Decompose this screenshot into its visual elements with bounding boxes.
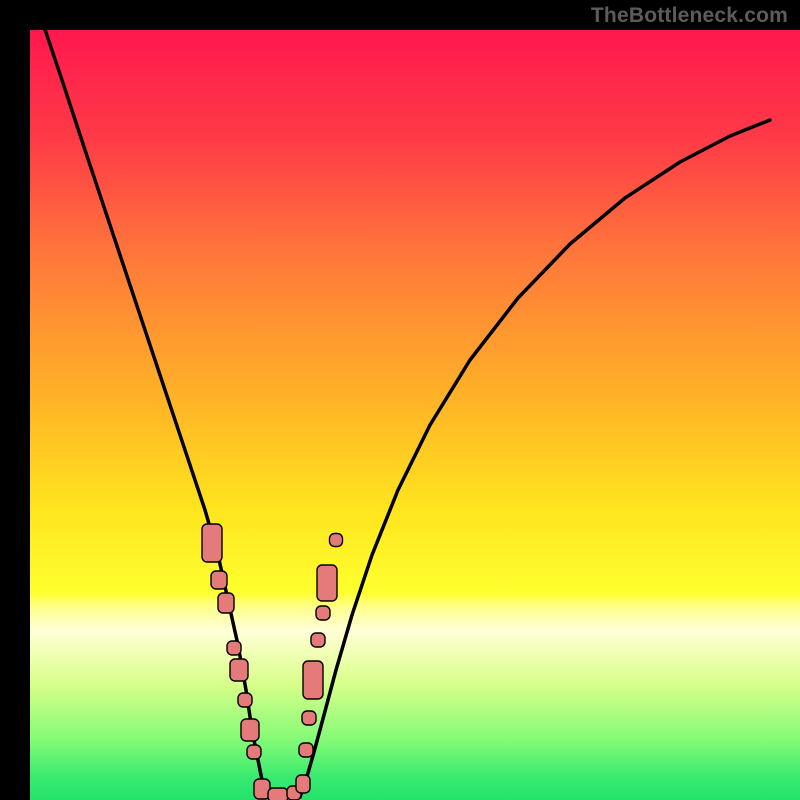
data-marker — [241, 719, 259, 741]
marker-group — [202, 524, 343, 800]
data-marker — [311, 633, 325, 647]
data-marker — [268, 788, 288, 800]
data-marker — [230, 659, 248, 681]
data-marker — [202, 524, 222, 562]
data-marker — [238, 693, 252, 707]
data-marker — [299, 743, 313, 757]
data-marker — [211, 571, 227, 589]
data-marker — [330, 534, 343, 547]
data-marker — [296, 775, 310, 793]
data-marker — [303, 661, 323, 699]
v-curve-left — [37, 30, 268, 797]
data-marker — [227, 641, 241, 655]
data-marker — [247, 745, 261, 759]
curve-layer — [30, 30, 800, 800]
data-marker — [218, 593, 234, 613]
data-marker — [316, 606, 330, 620]
plot-area — [30, 30, 800, 800]
watermark-text: TheBottleneck.com — [591, 4, 788, 28]
data-marker — [317, 565, 337, 601]
data-marker — [302, 711, 316, 725]
v-curve-right — [300, 120, 770, 797]
